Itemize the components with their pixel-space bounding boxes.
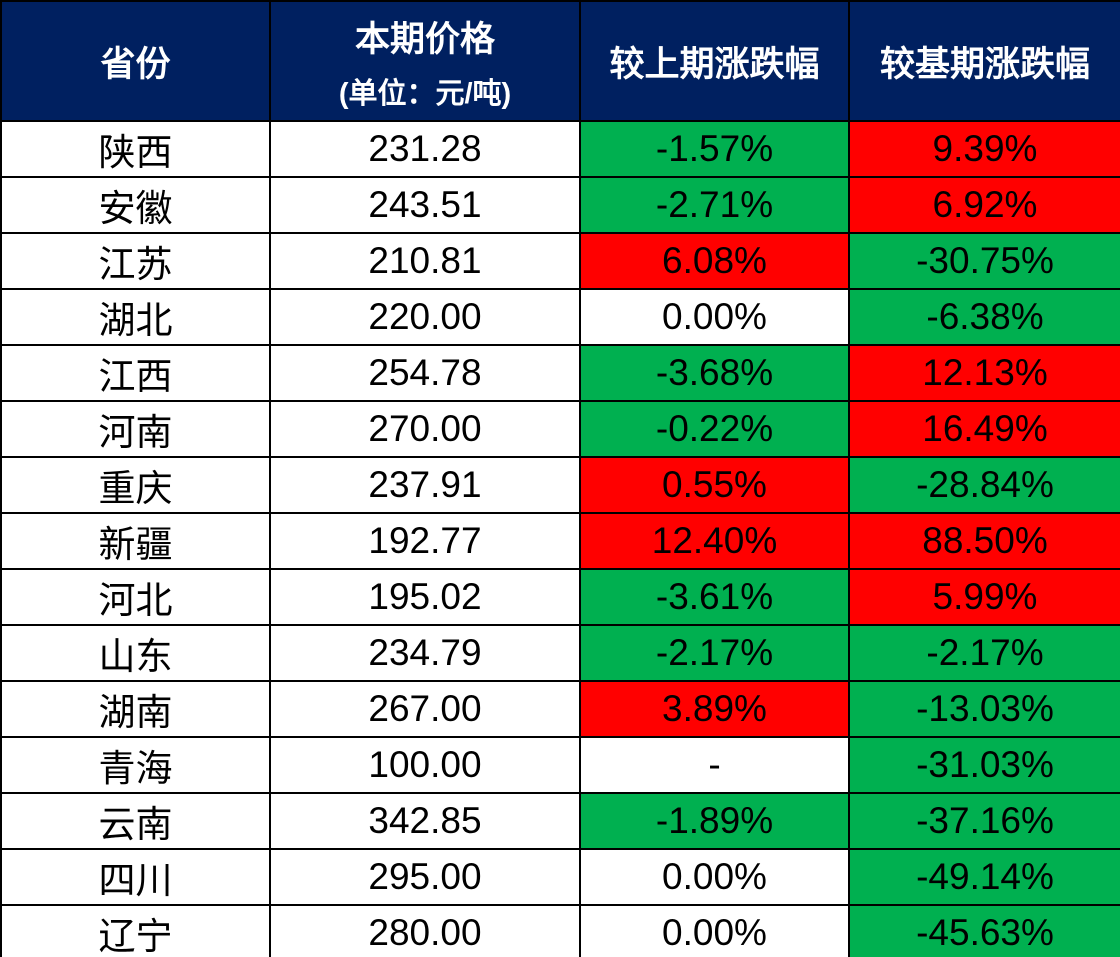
change-vs-prev-cell: 0.00% [579,288,850,346]
price-cell: 270.00 [269,400,581,458]
change-vs-base-cell: -45.63% [848,904,1120,957]
province-cell: 青海 [0,736,271,794]
change-vs-prev-cell: - [579,736,850,794]
table-row: 新疆 192.77 12.40% 88.50% [0,512,1120,570]
table-header: 省份 本期价格 (单位：元/吨) 较上期涨跌幅 较基期涨跌幅 [0,0,1120,122]
header-change-vs-base: 较基期涨跌幅 [848,0,1120,122]
price-cell: 234.79 [269,624,581,682]
table-row: 江西 254.78 -3.68% 12.13% [0,344,1120,402]
province-cell: 河北 [0,568,271,626]
table-row: 河南 270.00 -0.22% 16.49% [0,400,1120,458]
province-cell: 安徽 [0,176,271,234]
price-cell: 295.00 [269,848,581,906]
header-price-unit: (单位：元/吨) [338,77,512,110]
table-header-row: 省份 本期价格 (单位：元/吨) 较上期涨跌幅 较基期涨跌幅 [0,0,1120,122]
price-cell: 243.51 [269,176,581,234]
change-vs-prev-cell: -3.68% [579,344,850,402]
price-cell: 231.28 [269,120,581,178]
change-vs-base-cell: 88.50% [848,512,1120,570]
province-cell: 山东 [0,624,271,682]
price-cell: 210.81 [269,232,581,290]
price-cell: 280.00 [269,904,581,957]
header-price: 本期价格 (单位：元/吨) [269,0,581,122]
change-vs-prev-cell: 3.89% [579,680,850,738]
province-cell: 新疆 [0,512,271,570]
province-cell: 云南 [0,792,271,850]
change-vs-prev-cell: 0.00% [579,904,850,957]
table-row: 河北 195.02 -3.61% 5.99% [0,568,1120,626]
province-cell: 湖北 [0,288,271,346]
change-vs-base-cell: -37.16% [848,792,1120,850]
table-row: 湖北 220.00 0.00% -6.38% [0,288,1120,346]
change-vs-prev-cell: 0.55% [579,456,850,514]
header-change-vs-prev: 较上期涨跌幅 [579,0,850,122]
table-row: 山东 234.79 -2.17% -2.17% [0,624,1120,682]
change-vs-base-cell: 6.92% [848,176,1120,234]
change-vs-base-cell: -2.17% [848,624,1120,682]
table-row: 安徽 243.51 -2.71% 6.92% [0,176,1120,234]
table-row: 辽宁 280.00 0.00% -45.63% [0,904,1120,957]
price-cell: 342.85 [269,792,581,850]
change-vs-prev-cell: -2.17% [579,624,850,682]
province-cell: 陕西 [0,120,271,178]
change-vs-prev-cell: 0.00% [579,848,850,906]
table-row: 湖南 267.00 3.89% -13.03% [0,680,1120,738]
province-cell: 四川 [0,848,271,906]
change-vs-base-cell: -6.38% [848,288,1120,346]
price-cell: 192.77 [269,512,581,570]
change-vs-prev-cell: -0.22% [579,400,850,458]
change-vs-base-cell: 12.13% [848,344,1120,402]
change-vs-prev-cell: 6.08% [579,232,850,290]
province-cell: 江苏 [0,232,271,290]
price-cell: 220.00 [269,288,581,346]
change-vs-prev-cell: 12.40% [579,512,850,570]
change-vs-base-cell: 5.99% [848,568,1120,626]
change-vs-base-cell: -13.03% [848,680,1120,738]
table-row: 青海 100.00- -31.03% [0,736,1120,794]
change-vs-base-cell: -31.03% [848,736,1120,794]
province-cell: 江西 [0,344,271,402]
header-province: 省份 [0,0,271,122]
table-row: 江苏 210.81 6.08% -30.75% [0,232,1120,290]
change-vs-prev-cell: -1.57% [579,120,850,178]
header-price-title: 本期价格 [354,19,495,59]
province-cell: 河南 [0,400,271,458]
price-cell: 237.91 [269,456,581,514]
province-cell: 湖南 [0,680,271,738]
table-row: 重庆 237.91 0.55% -28.84% [0,456,1120,514]
change-vs-prev-cell: -3.61% [579,568,850,626]
table-row: 陕西 231.28 -1.57% 9.39% [0,120,1120,178]
change-vs-base-cell: -30.75% [848,232,1120,290]
table-row: 四川 295.00 0.00% -49.14% [0,848,1120,906]
table-body: 陕西 231.28 -1.57% 9.39% 安徽 243.51 -2.71% 6.92% 江苏… [0,120,1120,957]
province-cell: 重庆 [0,456,271,514]
change-vs-prev-cell: -1.89% [579,792,850,850]
change-vs-base-cell: -49.14% [848,848,1120,906]
change-vs-base-cell: 9.39% [848,120,1120,178]
price-cell: 254.78 [269,344,581,402]
change-vs-prev-cell: -2.71% [579,176,850,234]
price-cell: 195.02 [269,568,581,626]
change-vs-base-cell: 16.49% [848,400,1120,458]
change-vs-base-cell: -28.84% [848,456,1120,514]
price-cell: 100.00 [269,736,581,794]
table-row: 云南 342.85 -1.89% -37.16% [0,792,1120,850]
price-cell: 267.00 [269,680,581,738]
province-cell: 辽宁 [0,904,271,957]
